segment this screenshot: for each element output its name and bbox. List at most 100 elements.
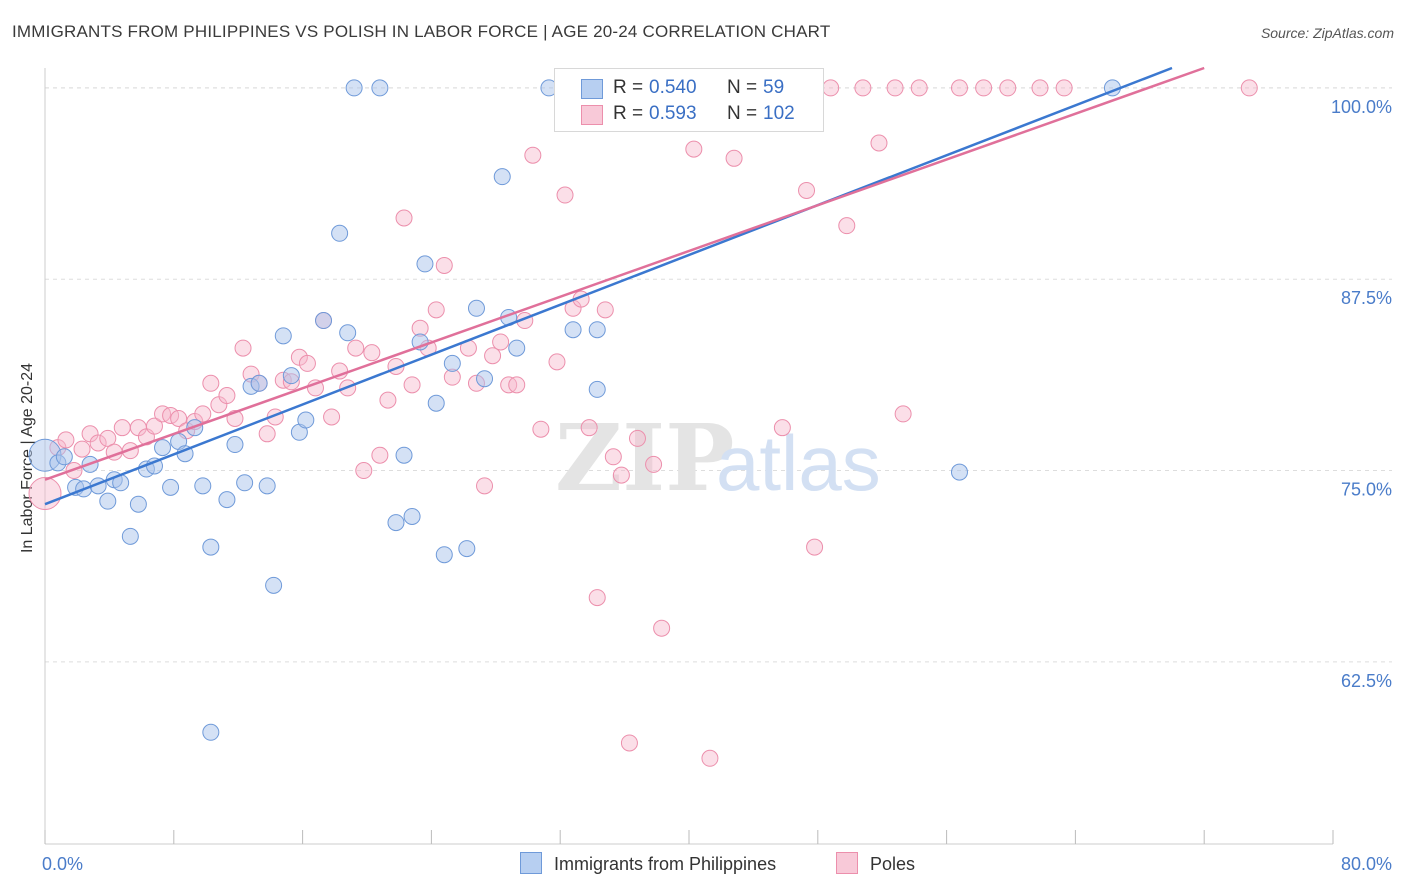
data-point [363, 344, 381, 362]
data-point [476, 477, 494, 495]
legend-r-value: 0.540 [649, 77, 697, 98]
legend-row-poles: R = 0.593 N = 102 [555, 103, 823, 127]
data-point [99, 429, 117, 447]
data-point [427, 301, 445, 319]
legend-r-value: 0.593 [649, 103, 697, 124]
data-point [274, 327, 292, 345]
legend-swatch-blue [581, 79, 603, 99]
data-point [355, 462, 373, 480]
philippines-points [28, 79, 1121, 741]
data-point [202, 374, 220, 392]
data-point [28, 476, 62, 510]
data-point [297, 411, 315, 429]
data-point [218, 387, 236, 405]
legend-swatch-pink [581, 105, 603, 125]
data-point [395, 446, 413, 464]
data-point [379, 391, 397, 409]
y-tick-label: 100.0% [1331, 97, 1392, 117]
data-point [265, 576, 283, 594]
data-point [1240, 79, 1258, 97]
data-point [806, 538, 824, 556]
data-point [701, 749, 719, 767]
legend-n-label: N = [727, 103, 758, 124]
data-point [403, 376, 421, 394]
data-point [532, 420, 550, 438]
data-point [234, 339, 252, 357]
philippines-trend-line [44, 66, 1173, 506]
data-point [250, 374, 268, 392]
data-point [564, 321, 582, 339]
data-point [1031, 79, 1049, 97]
data-point [258, 425, 276, 443]
y-tick-label: 87.5% [1341, 288, 1392, 308]
bottom-legend-label: Poles [870, 854, 916, 874]
data-point [387, 514, 405, 532]
legend-n-value: 102 [763, 103, 795, 124]
data-point [458, 540, 476, 558]
data-point [838, 217, 856, 235]
data-point [854, 79, 872, 97]
data-point [596, 301, 614, 319]
data-point [113, 419, 131, 437]
data-point [145, 417, 163, 435]
data-point [492, 333, 510, 351]
data-point [170, 410, 188, 428]
legend-n-value: 59 [763, 77, 785, 98]
data-point [226, 436, 244, 454]
data-point [822, 79, 840, 97]
data-point [773, 419, 791, 437]
legend-row-philippines: R = 0.540 N = 59 [555, 77, 823, 101]
data-point [99, 492, 117, 510]
data-point [524, 146, 542, 164]
data-point [339, 324, 357, 342]
data-point [89, 434, 107, 452]
data-point [886, 79, 904, 97]
data-point [620, 734, 638, 752]
bottom-legend-philippines: Immigrants from Philippines [520, 852, 776, 875]
chart-title: IMMIGRANTS FROM PHILIPPINES VS POLISH IN… [12, 22, 831, 41]
data-point [476, 370, 494, 388]
watermark-atlas: atlas [716, 419, 881, 507]
data-point [162, 478, 180, 496]
data-point [395, 209, 413, 227]
data-point [508, 376, 526, 394]
data-point [298, 354, 316, 372]
data-point [202, 538, 220, 556]
data-point [371, 446, 389, 464]
y-tick-label: 75.0% [1341, 480, 1392, 500]
data-point [870, 134, 888, 152]
data-point [435, 256, 453, 274]
data-point [950, 79, 968, 97]
x-tick-label-max: 80.0% [1341, 854, 1392, 874]
data-point [345, 79, 363, 97]
data-point [202, 723, 220, 741]
data-point [129, 495, 147, 513]
y-tick-label: 62.5% [1341, 671, 1392, 691]
data-point [588, 380, 606, 398]
data-point [347, 339, 365, 357]
data-point [628, 429, 646, 447]
data-point [236, 474, 254, 492]
data-point [323, 408, 341, 426]
bottom-legend-swatch-pink [836, 852, 858, 874]
data-point [218, 491, 236, 509]
data-point [57, 431, 75, 449]
y-tick-labels: 62.5% 75.0% 87.5% 100.0% [1331, 97, 1392, 691]
data-point [508, 339, 526, 357]
data-point [653, 619, 671, 637]
data-point [403, 507, 421, 525]
data-point [194, 405, 212, 423]
bottom-legend-label: Immigrants from Philippines [554, 854, 777, 874]
data-point [435, 546, 453, 564]
watermark: ZIP atlas [555, 404, 881, 512]
data-point [645, 455, 663, 473]
data-point [798, 181, 816, 199]
data-point [725, 149, 743, 167]
data-point [685, 140, 703, 158]
data-point [315, 312, 333, 330]
data-point [258, 477, 276, 495]
data-point [999, 79, 1017, 97]
bottom-legend-poles: Poles [836, 852, 915, 875]
data-point [427, 394, 445, 412]
data-point [612, 466, 630, 484]
